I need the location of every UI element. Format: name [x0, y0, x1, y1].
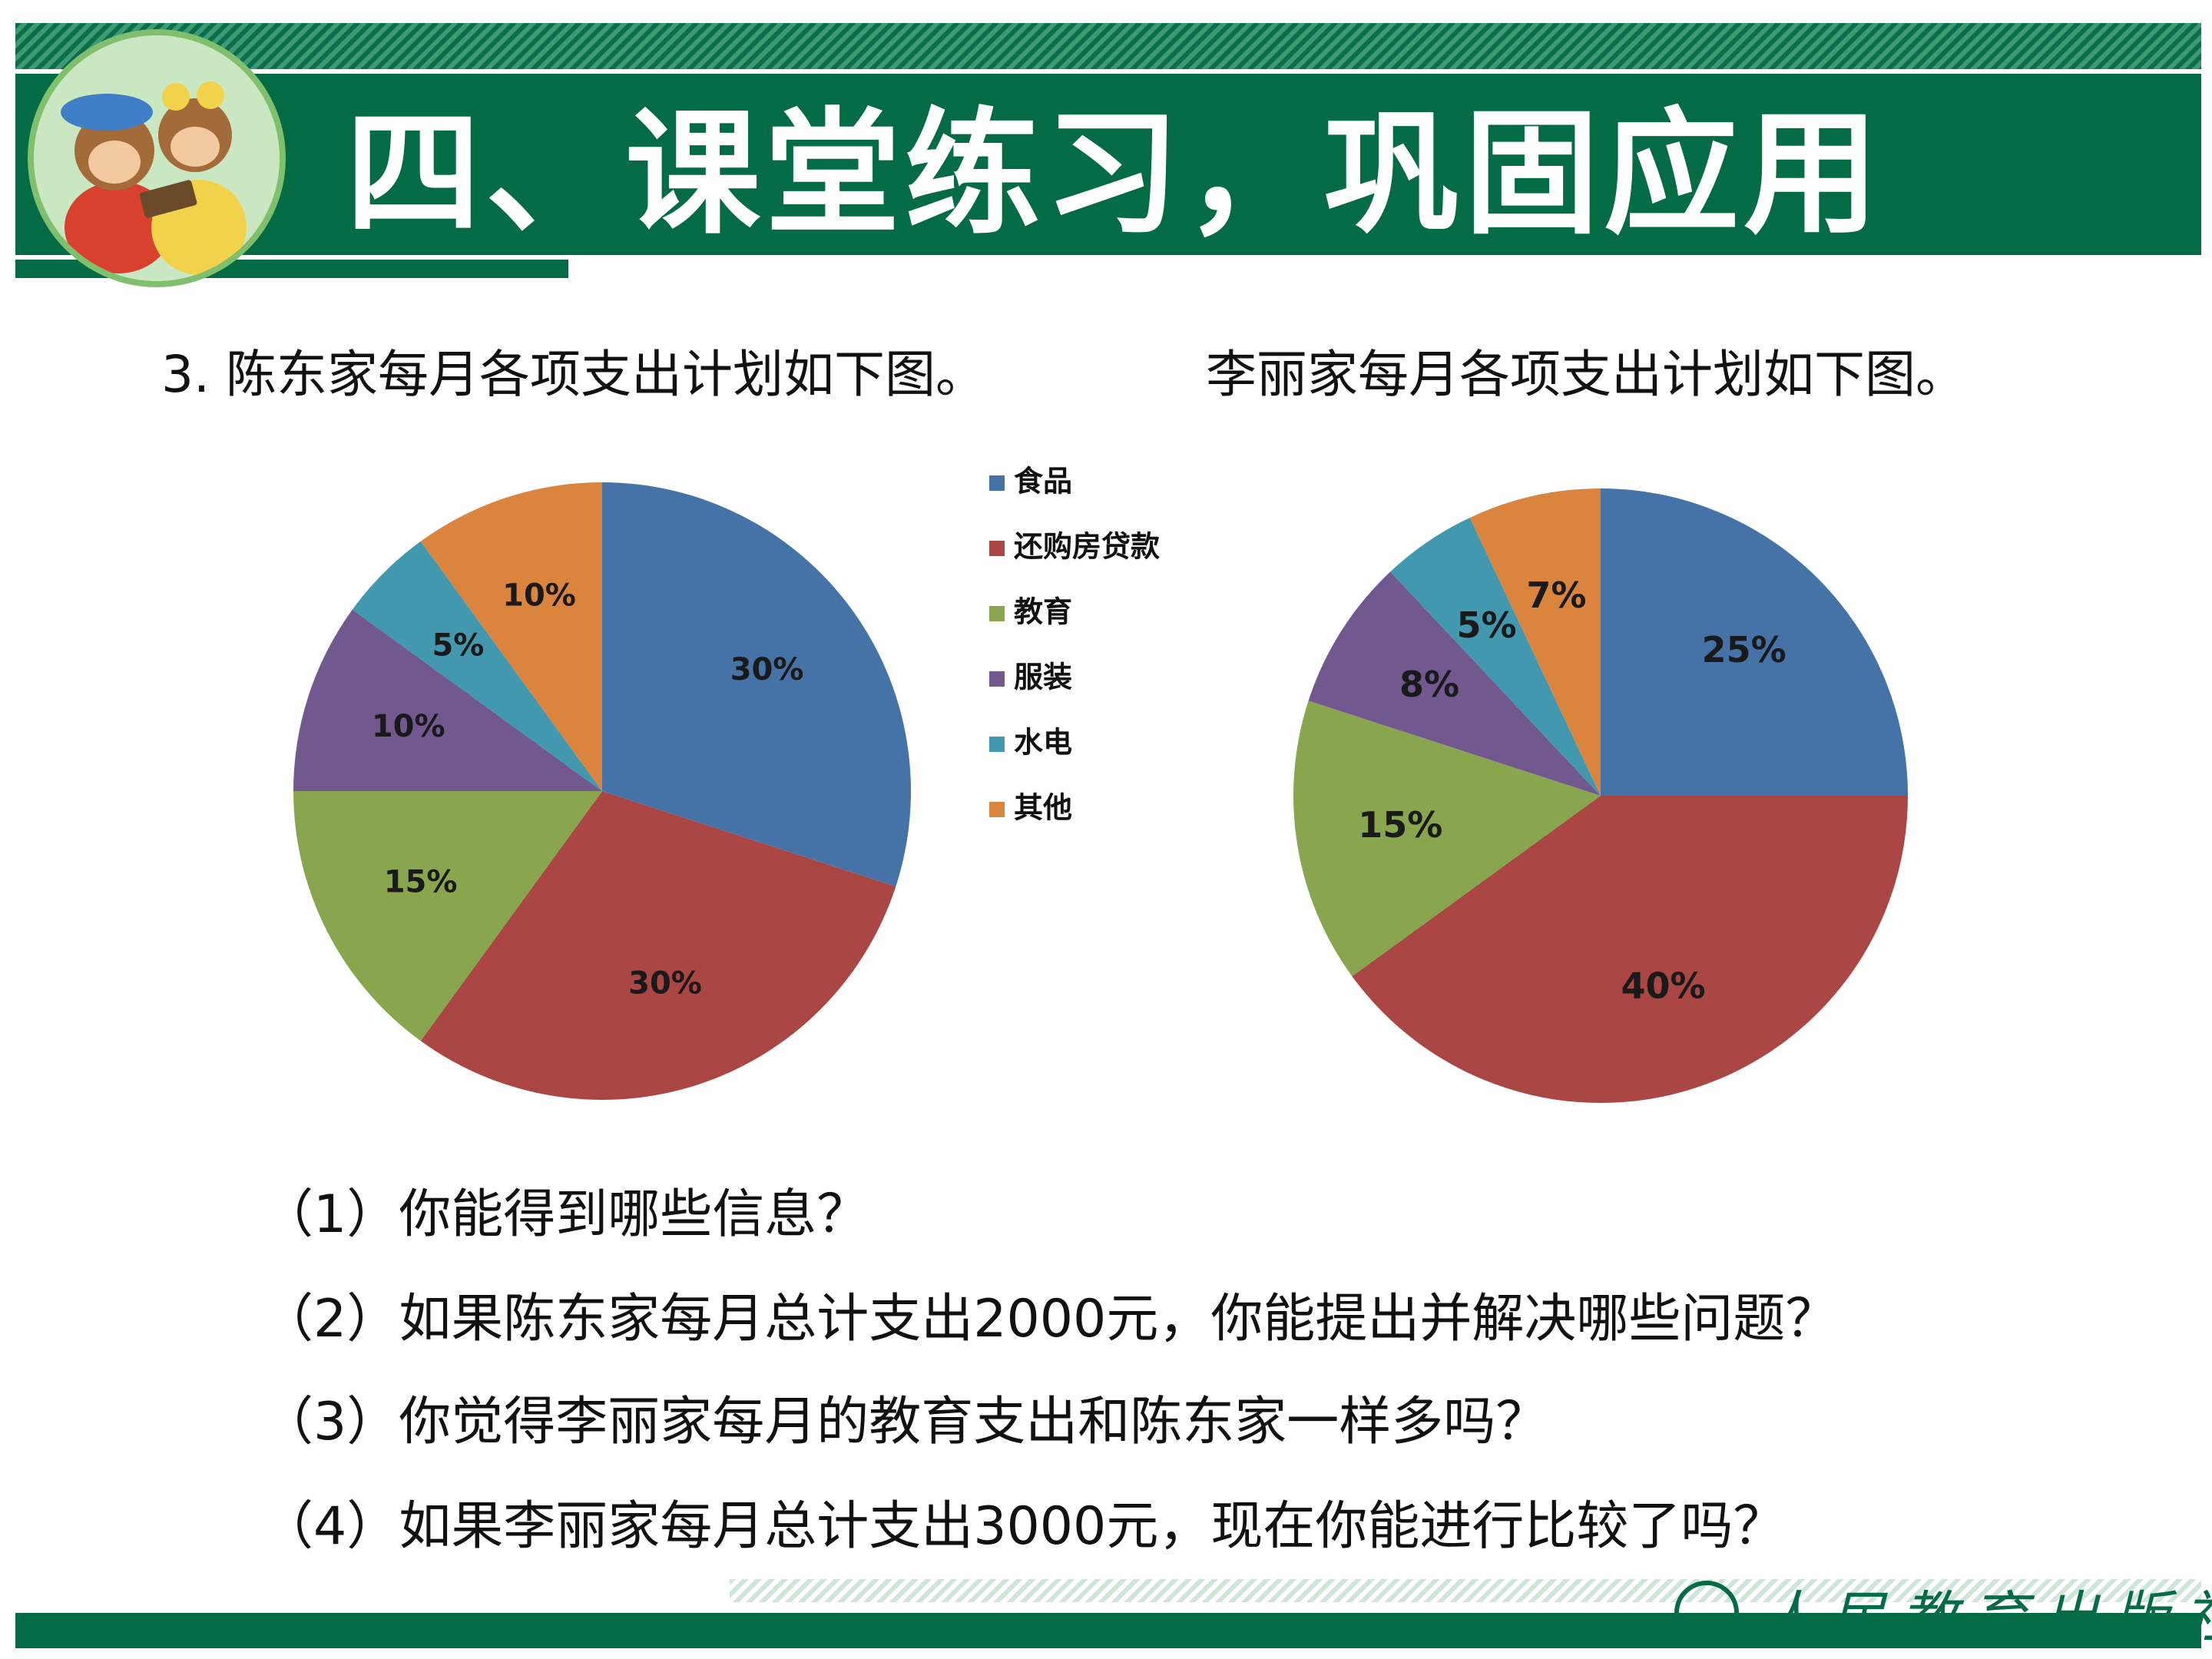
pie1-data-label-1: 30%: [730, 652, 804, 687]
pie2-slice-4: [1308, 571, 1601, 796]
legend-swatch-3: [989, 606, 1005, 621]
pie-chart-chendong: 30% 30% 15% 10% 5% 10%: [293, 482, 911, 1100]
publisher-logo: 人民教育出版社: [1674, 1567, 2212, 1659]
chart-caption-left: 3. 陈东家每月各项支出计划如下图。: [161, 345, 986, 404]
pie1-data-label-6: 10%: [502, 578, 576, 614]
publisher-name: 人民教育出版社: [1759, 1584, 2212, 1651]
pie2-data-label-5: 5%: [1457, 604, 1517, 646]
legend-label-4: 服装: [1014, 660, 1072, 694]
monkey-mascot-logo: [28, 29, 286, 287]
question-3: （3）你觉得李丽家每月的教育支出和陈东家一样多吗？: [261, 1392, 1548, 1452]
pie2-data-label-3: 15%: [1358, 804, 1442, 846]
legend-swatch-4: [989, 671, 1005, 687]
legend-label-5: 水电: [1014, 725, 1072, 760]
pie1-slice-1: [602, 482, 911, 887]
header-bar: [15, 74, 2201, 255]
question-1: （1）你能得到哪些信息？: [261, 1184, 869, 1245]
pie1-slice-4: [293, 609, 602, 791]
pie2-data-label-6: 7%: [1526, 575, 1586, 616]
pie2-slice-6: [1469, 488, 1601, 796]
legend-label-1: 食品: [1014, 464, 1072, 498]
footer-bar: [15, 1613, 2201, 1648]
pie1-data-label-3: 15%: [384, 865, 458, 900]
pie1-slice-5: [352, 541, 602, 791]
pie2-slice-5: [1390, 518, 1601, 796]
pie2-data-label-2: 40%: [1621, 965, 1706, 1007]
footer-stripe: [730, 1579, 2201, 1602]
pie1-data-label-5: 5%: [432, 628, 484, 663]
legend-label-3: 教育: [1014, 594, 1072, 629]
legend-swatch-1: [989, 475, 1005, 491]
question-4: （4）如果李丽家每月总计支出3000元，现在你能进行比较了吗？: [261, 1496, 1786, 1557]
pie1-slice-2: [420, 791, 896, 1100]
legend-swatch-6: [989, 802, 1005, 817]
publisher-seal-icon: [1674, 1581, 1739, 1645]
page-title: 四、课堂练习，巩固应用: [346, 94, 1884, 253]
pie2-slice-1: [1601, 488, 1908, 796]
pie1-data-label-4: 10%: [372, 709, 445, 744]
pie2-slice-3: [1293, 700, 1601, 977]
pie2-data-label-4: 8%: [1399, 664, 1459, 705]
chart-caption-right: 李丽家每月各项支出计划如下图。: [1206, 345, 1966, 404]
pie1-slice-3: [293, 791, 602, 1041]
header-stripe: [15, 23, 2201, 69]
pie2-data-label-1: 25%: [1702, 629, 1786, 671]
legend-swatch-5: [989, 737, 1005, 752]
pie-chart-lili: 25% 40% 15% 8% 5%7%: [1293, 488, 1908, 1104]
question-2: （2）如果陈东家每月总计支出2000元，你能提出并解决哪些问题？: [261, 1289, 1838, 1349]
pie1-data-label-2: 30%: [628, 965, 702, 1001]
legend-label-2: 还购房贷款: [1014, 529, 1160, 564]
legend-swatch-2: [989, 541, 1005, 556]
legend-label-6: 其他: [1014, 790, 1072, 825]
pie2-slice-2: [1352, 796, 1908, 1104]
pie1-slice-6: [420, 482, 602, 791]
